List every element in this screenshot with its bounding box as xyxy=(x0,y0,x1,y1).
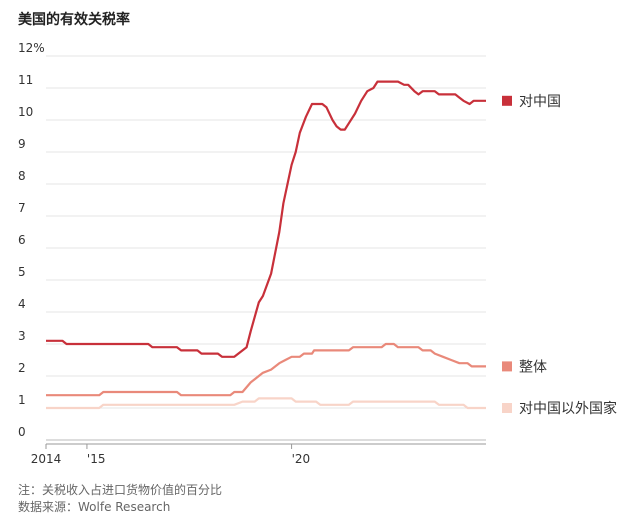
legend-label: 对中国以外国家 xyxy=(519,400,617,417)
x-tick-label: '15 xyxy=(87,452,106,466)
grid-lines xyxy=(46,55,486,441)
y-tick-label: 11 xyxy=(18,73,33,87)
series-line-0 xyxy=(46,80,486,358)
legend-swatch xyxy=(502,95,512,106)
legend-label: 对中国 xyxy=(519,94,561,110)
footnote: 注：关税收入占进口货物价值的百分比 xyxy=(18,483,223,497)
y-tick-label: 10 xyxy=(18,105,33,119)
x-tick-label: 2014 xyxy=(31,452,62,466)
y-tick-label: 4 xyxy=(18,297,26,311)
legend-swatch xyxy=(502,361,512,372)
y-tick-label: 5 xyxy=(18,265,26,279)
y-tick-label: 2 xyxy=(18,361,26,375)
series-line-1 xyxy=(46,342,486,397)
legend-label: 整体 xyxy=(519,359,547,375)
y-tick-label: 8 xyxy=(18,169,26,183)
series-lines xyxy=(46,80,486,410)
source-note: 数据来源：Wolfe Research xyxy=(18,500,171,514)
y-tick-label: 0 xyxy=(18,425,26,439)
y-tick-label: 6 xyxy=(18,233,26,247)
chart-title: 美国的有效关税率 xyxy=(18,12,130,28)
x-tick-label: '20 xyxy=(292,452,311,466)
y-tick-label: 1 xyxy=(18,393,26,407)
y-tick-label: 3 xyxy=(18,329,26,343)
series-line-2 xyxy=(46,397,486,410)
y-tick-label: 9 xyxy=(18,137,26,151)
x-axis: 2014 '15 '20 xyxy=(31,443,486,466)
legend-swatch xyxy=(502,403,512,413)
y-axis-ticks: 0 1 2 3 4 5 6 7 8 9 10 11 12% xyxy=(18,41,45,439)
y-tick-label: 7 xyxy=(18,201,26,215)
y-tick-label: 12% xyxy=(18,41,45,55)
